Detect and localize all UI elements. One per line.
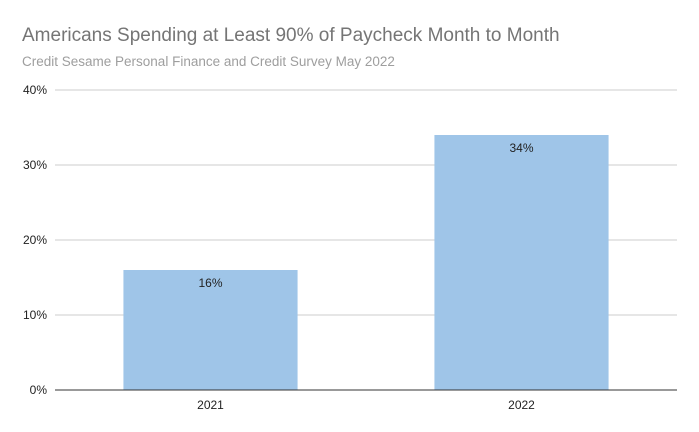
chart-title: Americans Spending at Least 90% of Paych… <box>22 25 560 46</box>
data-label-2022: 34% <box>509 141 533 155</box>
x-tick-label-2021: 2021 <box>197 398 224 412</box>
y-tick-label: 0% <box>30 383 48 397</box>
bars: 16% 34% <box>123 135 609 390</box>
y-tick-label: 10% <box>23 308 47 322</box>
chart-subtitle: Credit Sesame Personal Finance and Credi… <box>22 54 395 69</box>
bar-2022 <box>434 135 609 390</box>
y-tick-label: 20% <box>23 233 47 247</box>
x-axis-ticks: 2021 2022 <box>197 398 535 412</box>
data-label-2021: 16% <box>198 276 222 290</box>
x-tick-label-2022: 2022 <box>508 398 535 412</box>
y-tick-label: 30% <box>23 158 47 172</box>
bar-2021 <box>123 270 298 390</box>
y-tick-label: 40% <box>23 83 47 97</box>
y-axis-ticks: 0% 10% 20% 30% 40% <box>23 83 47 397</box>
